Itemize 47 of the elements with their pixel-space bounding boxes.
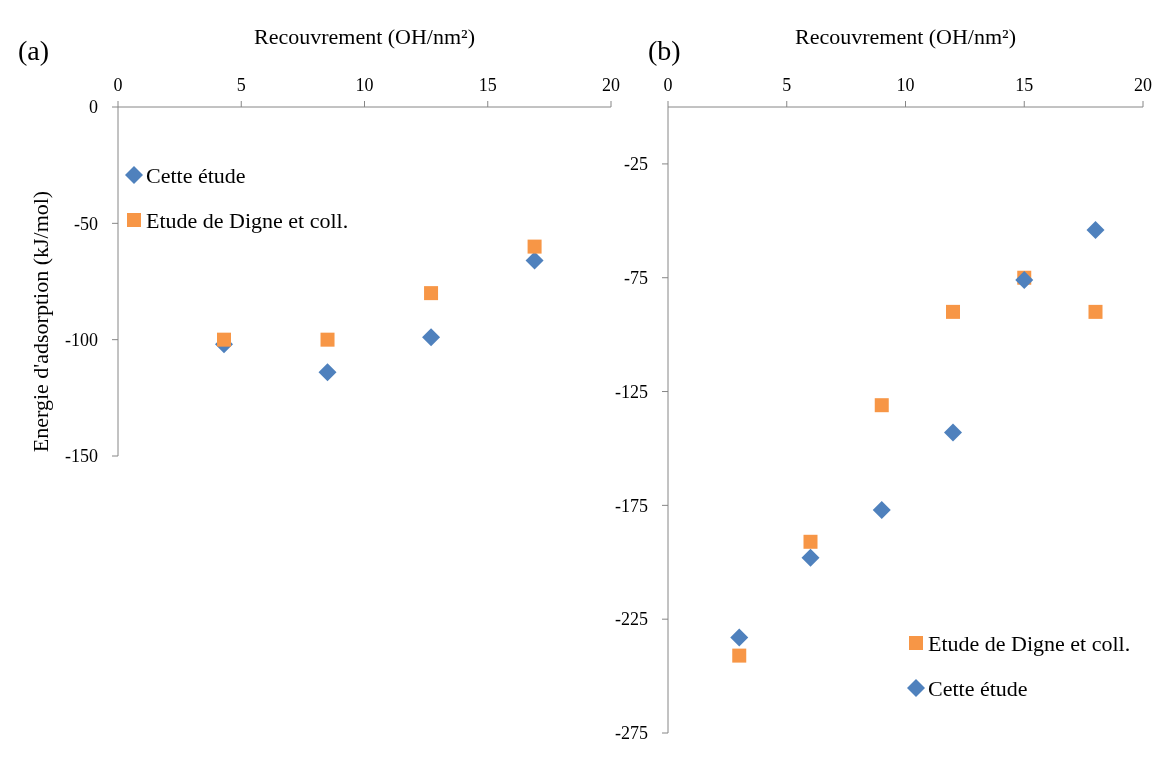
legend-label: Cette étude [928, 675, 1028, 701]
x-axis-title: Recouvrement (OH/nm²) [794, 24, 1017, 49]
point [1086, 220, 1105, 239]
x-tick-label: 20 [602, 75, 620, 95]
x-tick-label: 0 [663, 75, 673, 95]
point [946, 304, 960, 319]
y-tick-label: -50 [74, 213, 98, 234]
legend-label: Etude de Digne et coll. [146, 207, 349, 233]
legend-label: Cette étude [146, 162, 246, 188]
x-tick-label: 5 [236, 75, 246, 95]
chart-title: (a) [18, 35, 50, 66]
y-tick-label: -25 [624, 154, 648, 175]
y-tick-label: -225 [615, 609, 648, 630]
point [944, 423, 962, 442]
point [730, 628, 749, 647]
legend-label: Etude de Digne et coll. [928, 630, 1131, 656]
point [1015, 271, 1034, 289]
point [320, 332, 335, 347]
y-tick-label: -125 [615, 381, 648, 402]
point [422, 328, 441, 347]
y-tick-label: -150 [65, 446, 98, 467]
point [318, 363, 337, 382]
point [732, 648, 747, 663]
point [217, 332, 231, 347]
x-tick-label: 15 [1015, 75, 1034, 95]
point [424, 286, 439, 301]
y-tick-label: -275 [615, 723, 648, 744]
x-tick-label: 10 [355, 75, 374, 95]
point [527, 239, 542, 254]
y-tick-label: -100 [65, 329, 98, 350]
x-axis-title: Recouvrement (OH/nm²) [253, 24, 476, 49]
y-tick-label: 0 [89, 97, 98, 118]
x-tick-label: 20 [1134, 75, 1152, 95]
y-tick-label: -175 [615, 495, 648, 516]
point [803, 534, 818, 549]
point [525, 251, 544, 270]
x-tick-label: 5 [782, 75, 792, 95]
point [874, 398, 889, 413]
x-tick-label: 10 [896, 75, 915, 95]
x-tick-label: 0 [113, 75, 123, 95]
x-tick-label: 15 [478, 75, 497, 95]
point [1088, 304, 1103, 319]
point [872, 500, 891, 519]
point [801, 548, 820, 567]
y-axis-title: Energie d'adsorption (kJ/mol) [28, 190, 53, 453]
y-tick-label: -75 [624, 268, 648, 289]
chart-title: (b) [648, 35, 681, 66]
